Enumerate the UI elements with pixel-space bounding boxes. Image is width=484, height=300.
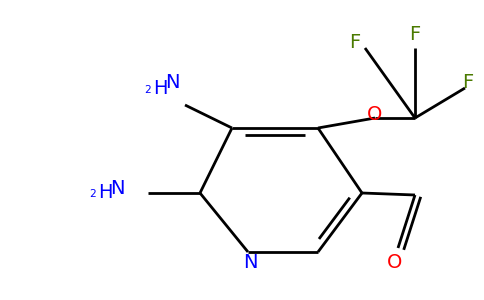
Text: F: F (462, 73, 474, 92)
Text: F: F (349, 32, 361, 52)
Text: N: N (243, 253, 257, 272)
Text: H: H (153, 79, 167, 98)
Text: F: F (409, 26, 421, 44)
Text: $_2$: $_2$ (89, 185, 97, 200)
Text: O: O (367, 106, 383, 124)
Text: O: O (387, 253, 403, 272)
Text: H: H (98, 184, 112, 202)
Text: N: N (165, 74, 179, 92)
Text: $_2$: $_2$ (144, 80, 152, 95)
Text: N: N (110, 178, 124, 197)
